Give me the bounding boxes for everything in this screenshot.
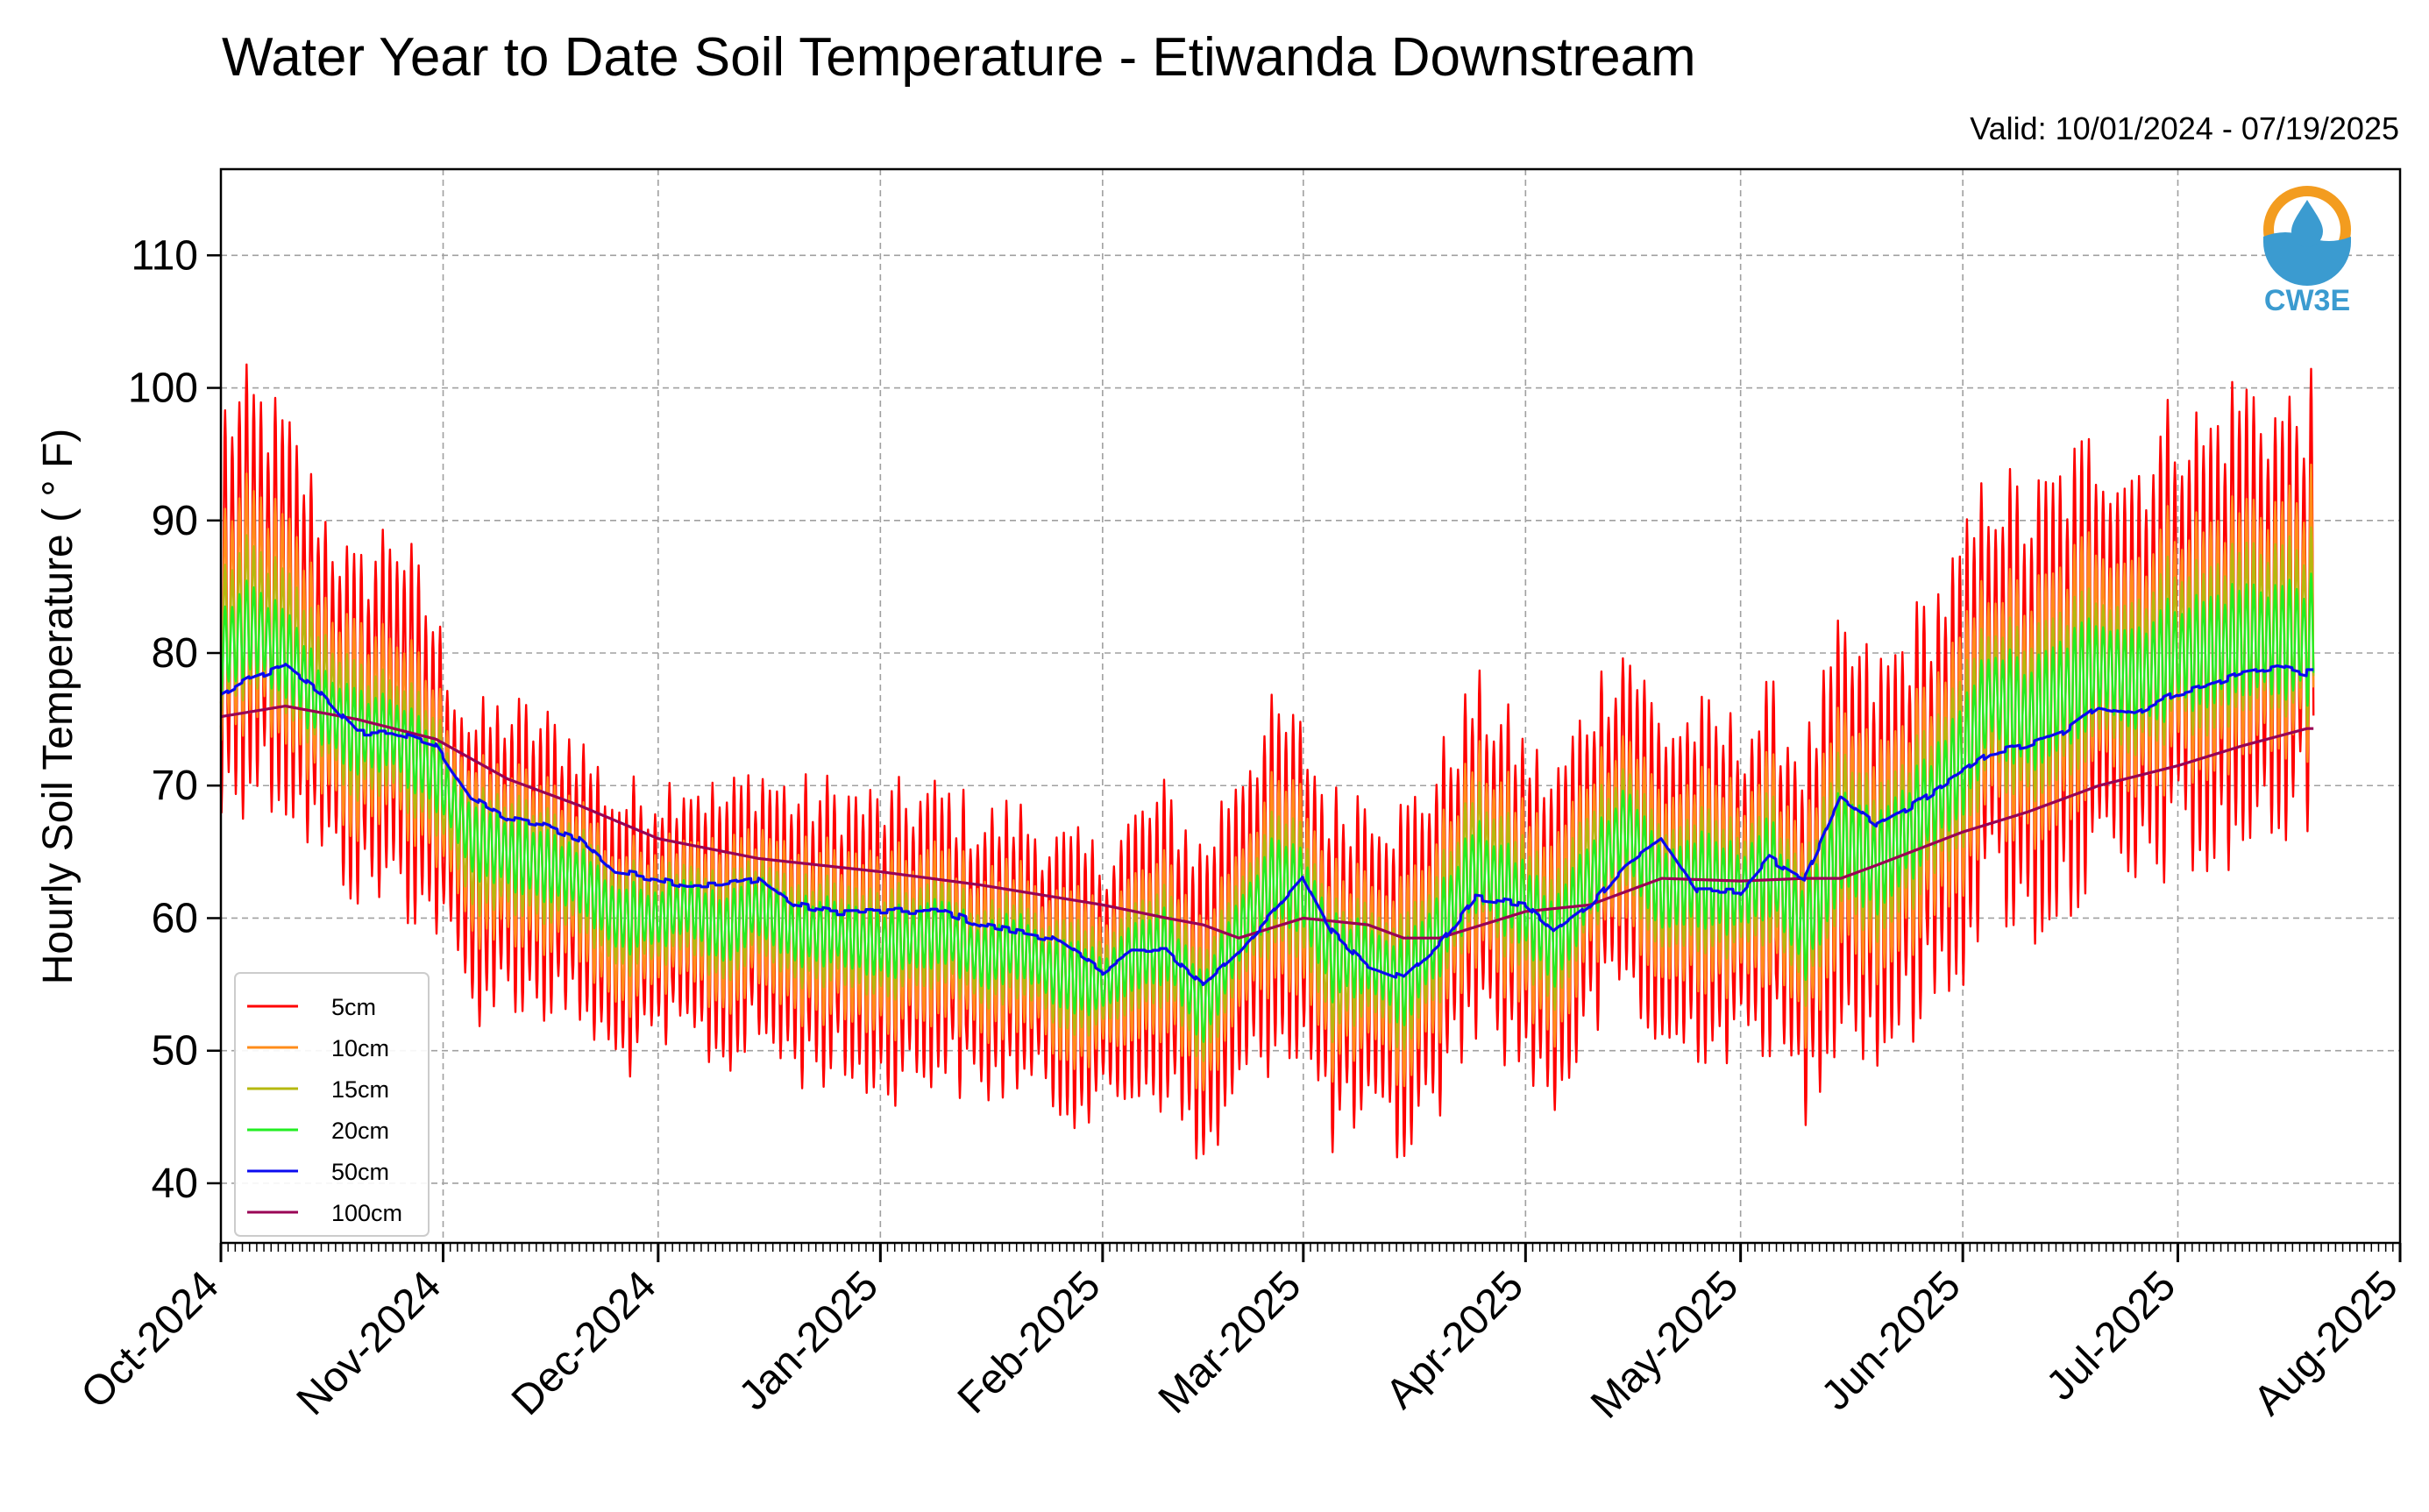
series-lines [219,363,2315,1160]
chart-subtitle: Valid: 10/01/2024 - 07/19/2025 [1970,110,2399,146]
x-tick-label: Aug-2025 [2245,1262,2407,1424]
cw3e-logo: CW3E [2263,186,2351,317]
y-tick-label: 100 [128,366,198,412]
y-tick-label: 70 [152,763,198,809]
series-line-50cm [220,663,2315,987]
legend: 5cm 10cm 15cm 20cm 50cm 100cm [234,972,430,1237]
legend-label-50cm: 50cm [331,1159,389,1185]
water-drop-icon [2291,200,2323,247]
x-tick-label: Jun-2025 [1813,1262,1970,1419]
legend-label-20cm: 20cm [331,1118,389,1144]
y-tick-label: 40 [152,1161,198,1207]
x-tick-label: May-2025 [1582,1262,1747,1427]
y-tick-label: 80 [152,630,198,677]
x-tick-label: Oct-2024 [73,1262,228,1417]
logo-text: CW3E [2264,284,2350,317]
y-tick-label: 50 [152,1028,198,1075]
x-tick-label: Nov-2024 [288,1262,451,1424]
x-tick-label: Dec-2024 [503,1262,665,1424]
x-tick-label: Feb-2025 [949,1262,1110,1423]
x-tick-label: Jul-2025 [2038,1262,2185,1409]
legend-label-100cm: 100cm [331,1200,402,1226]
y-axis-label: Hourly Soil Temperature ( ° F) [35,429,82,985]
x-tick-label: Apr-2025 [1377,1262,1532,1417]
y-tick-label: 90 [152,498,198,544]
legend-label-10cm: 10cm [331,1035,389,1061]
x-tick-label: Mar-2025 [1150,1262,1310,1423]
y-tick-label: 110 [131,232,198,279]
y-tick-label: 60 [152,895,198,941]
legend-label-15cm: 15cm [331,1076,389,1103]
chart-title: Water Year to Date Soil Temperature - Et… [222,27,1696,88]
legend-label-5cm: 5cm [331,994,376,1020]
logo-wave [2263,232,2351,286]
x-tick-label: Jan-2025 [730,1262,887,1419]
series-line-100cm [220,704,2315,940]
